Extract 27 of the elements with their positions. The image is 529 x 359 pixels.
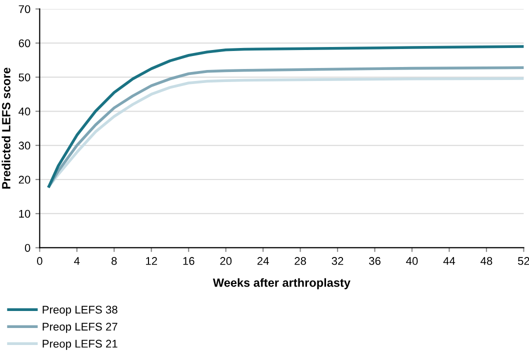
- legend-label: Preop LEFS 21: [42, 340, 118, 350]
- y-tick-label: 60: [18, 39, 30, 48]
- legend-label: Preop LEFS 27: [42, 322, 118, 333]
- x-tick-label: 20: [220, 257, 232, 265]
- x-tick-label: 40: [406, 257, 418, 265]
- x-tick-label: 0: [37, 257, 42, 265]
- x-tick-label: 32: [332, 257, 344, 265]
- y-tick-label: 50: [18, 73, 30, 82]
- legend-label: Preop LEFS 38: [42, 306, 118, 316]
- x-tick-label: 8: [112, 257, 117, 265]
- y-tick-label: 40: [18, 108, 30, 116]
- y-axis-title: Predicted LEFS score: [2, 68, 10, 189]
- y-tick-label: 30: [18, 142, 30, 150]
- x-axis-title: Weeks after arthroplasty: [212, 278, 350, 290]
- x-tick-label: 4: [74, 257, 80, 265]
- y-tick-label: 20: [18, 176, 30, 184]
- x-tick-label: 16: [183, 257, 194, 265]
- x-tick-label: 48: [480, 257, 492, 265]
- x-tick-label: 36: [369, 257, 380, 265]
- x-tick-label: 28: [294, 257, 306, 265]
- x-tick-label: 12: [146, 257, 157, 265]
- x-tick-label: 44: [443, 257, 456, 265]
- y-tick-label: 0: [24, 244, 30, 252]
- y-tick-label: 70: [18, 5, 30, 14]
- y-tick-label: 10: [19, 210, 30, 218]
- x-tick-label: 52: [518, 257, 529, 265]
- x-tick-label: 24: [257, 257, 269, 265]
